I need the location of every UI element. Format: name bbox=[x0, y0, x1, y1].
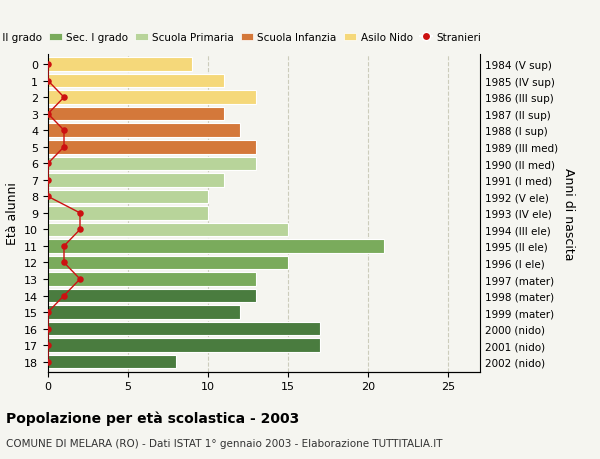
Bar bbox=[48, 339, 320, 352]
Point bbox=[43, 177, 53, 184]
Bar bbox=[48, 58, 192, 72]
Bar bbox=[48, 289, 256, 302]
Point bbox=[59, 259, 69, 267]
Point bbox=[43, 62, 53, 69]
Y-axis label: Età alunni: Età alunni bbox=[5, 182, 19, 245]
Point bbox=[43, 78, 53, 85]
Bar bbox=[48, 124, 240, 138]
Point bbox=[43, 325, 53, 333]
Bar bbox=[48, 240, 384, 253]
Text: Popolazione per età scolastica - 2003: Popolazione per età scolastica - 2003 bbox=[6, 411, 299, 425]
Point bbox=[59, 94, 69, 101]
Bar bbox=[48, 91, 256, 105]
Point bbox=[43, 111, 53, 118]
Bar bbox=[48, 190, 208, 204]
Point bbox=[59, 292, 69, 300]
Bar bbox=[48, 306, 240, 319]
Bar bbox=[48, 273, 256, 286]
Point bbox=[75, 210, 85, 217]
Point bbox=[59, 127, 69, 134]
Point bbox=[43, 193, 53, 201]
Bar bbox=[48, 207, 208, 220]
Bar bbox=[48, 223, 288, 237]
Y-axis label: Anni di nascita: Anni di nascita bbox=[562, 167, 575, 260]
Bar bbox=[48, 256, 288, 270]
Bar bbox=[48, 322, 320, 336]
Point bbox=[75, 276, 85, 283]
Bar bbox=[48, 141, 256, 154]
Point bbox=[59, 243, 69, 250]
Legend: Sec. II grado, Sec. I grado, Scuola Primaria, Scuola Infanzia, Asilo Nido, Stran: Sec. II grado, Sec. I grado, Scuola Prim… bbox=[0, 28, 485, 47]
Bar bbox=[48, 174, 224, 187]
Bar bbox=[48, 75, 224, 88]
Text: COMUNE DI MELARA (RO) - Dati ISTAT 1° gennaio 2003 - Elaborazione TUTTITALIA.IT: COMUNE DI MELARA (RO) - Dati ISTAT 1° ge… bbox=[6, 438, 443, 448]
Point bbox=[75, 226, 85, 234]
Point bbox=[43, 341, 53, 349]
Point bbox=[43, 358, 53, 365]
Point bbox=[43, 160, 53, 168]
Point bbox=[59, 144, 69, 151]
Bar bbox=[48, 355, 176, 369]
Point bbox=[43, 309, 53, 316]
Bar bbox=[48, 157, 256, 171]
Bar bbox=[48, 108, 224, 121]
